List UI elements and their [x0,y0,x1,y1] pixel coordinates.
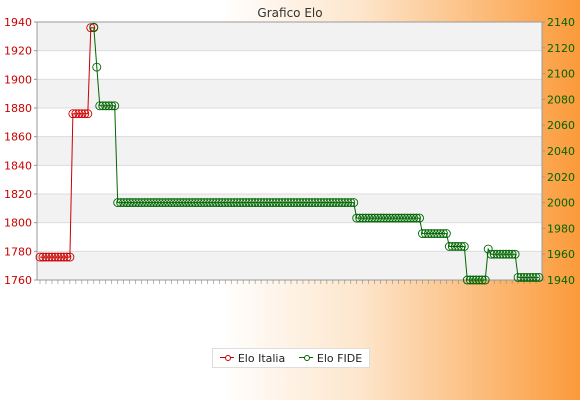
y-left-tick-label: 1940 [4,16,32,29]
grid-band [37,22,542,51]
y-right-tick-label: 2060 [547,119,575,132]
y-right-tick-label: 2040 [547,145,575,158]
grid-band [37,137,542,166]
legend-item-elo-fide[interactable]: Elo FIDE [299,352,362,365]
y-right-tick-label: 2020 [547,171,575,184]
y-left-tick-label: 1900 [4,73,32,86]
y-right-tick-label: 2120 [547,42,575,55]
y-left-tick-label: 1860 [4,131,32,144]
legend-label: Elo FIDE [317,352,362,365]
y-right-tick-label: 1960 [547,248,575,261]
legend-swatch-red-icon [220,354,234,362]
y-left-tick-label: 1780 [4,245,32,258]
chart-title: Grafico Elo [257,6,322,20]
y-left-tick-label: 1920 [4,45,32,58]
y-right-tick-label: 1940 [547,274,575,287]
y-axis-right: 1940 1960 1980 2000 2020 2040 2060 2080 2100 2120… [542,16,575,287]
y-left-tick-label: 1820 [4,188,32,201]
legend-label: Elo Italia [238,352,285,365]
x-axis-ticks [40,280,536,284]
y-right-tick-label: 2100 [547,68,575,81]
grid-band [37,79,542,108]
legend: Elo Italia Elo FIDE [212,348,370,368]
y-left-tick-label: 1880 [4,102,32,115]
plot-background [37,22,542,280]
y-axis-left: 1760 1780 1800 1820 1840 1860 1880 1900 1920 1940 [4,16,37,287]
y-right-tick-label: 1980 [547,222,575,235]
y-left-tick-label: 1840 [4,159,32,172]
y-right-tick-label: 2080 [547,93,575,106]
y-left-tick-label: 1760 [4,274,32,287]
grid-band [37,194,542,223]
y-right-tick-label: 2000 [547,197,575,210]
legend-item-elo-italia[interactable]: Elo Italia [220,352,285,365]
y-right-tick-label: 2140 [547,16,575,29]
legend-swatch-green-icon [299,354,313,362]
y-left-tick-label: 1800 [4,217,32,230]
